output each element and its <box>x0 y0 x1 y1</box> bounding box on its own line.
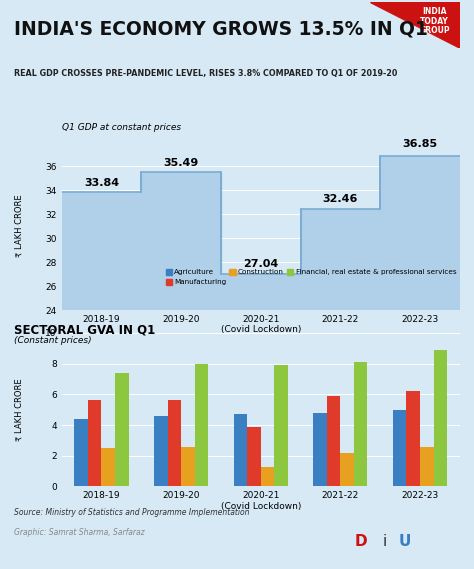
Bar <box>354 362 367 486</box>
Bar <box>195 364 208 486</box>
Bar <box>154 416 167 486</box>
Bar <box>313 413 327 486</box>
Text: Source: Ministry of Statistics and Programme Implementation: Source: Ministry of Statistics and Progr… <box>14 508 250 517</box>
Bar <box>74 419 88 486</box>
Text: REAL GDP CROSSES PRE-PANDEMIC LEVEL, RISES 3.8% COMPARED TO Q1 OF 2019-20: REAL GDP CROSSES PRE-PANDEMIC LEVEL, RIS… <box>14 69 398 79</box>
Bar <box>327 396 340 486</box>
Bar <box>340 453 354 486</box>
Bar <box>115 373 128 486</box>
Text: i: i <box>383 534 387 549</box>
Text: 32.46: 32.46 <box>323 195 358 204</box>
Bar <box>261 467 274 486</box>
Text: INDIA'S ECONOMY GROWS 13.5% IN Q1: INDIA'S ECONOMY GROWS 13.5% IN Q1 <box>14 20 428 39</box>
Text: Q1 GDP at constant prices: Q1 GDP at constant prices <box>62 123 181 132</box>
Text: 35.49: 35.49 <box>164 158 199 168</box>
Bar <box>434 350 447 486</box>
Bar <box>101 448 115 486</box>
Bar <box>406 391 420 486</box>
Bar <box>234 414 247 486</box>
Bar <box>247 427 261 486</box>
Text: 33.84: 33.84 <box>84 178 119 188</box>
Text: 36.85: 36.85 <box>402 139 438 149</box>
Text: INDIA: INDIA <box>422 7 447 17</box>
Text: 27.04: 27.04 <box>243 259 278 270</box>
Legend: Agriculture, Manufacturing, Construction, Financial, real estate & professional : Agriculture, Manufacturing, Construction… <box>165 269 456 286</box>
Bar <box>88 401 101 486</box>
Text: (Constant prices): (Constant prices) <box>14 336 92 345</box>
Text: TODAY: TODAY <box>420 17 449 26</box>
Text: SECTORAL GVA IN Q1: SECTORAL GVA IN Q1 <box>14 323 155 336</box>
Bar <box>181 447 195 486</box>
Text: U: U <box>398 534 411 549</box>
Polygon shape <box>62 156 460 310</box>
Text: D: D <box>355 534 368 549</box>
Text: Graphic: Samrat Sharma, Sarfaraz: Graphic: Samrat Sharma, Sarfaraz <box>14 528 145 537</box>
Bar <box>393 410 406 486</box>
Bar <box>420 447 434 486</box>
Y-axis label: ₹ LAKH CRORE: ₹ LAKH CRORE <box>15 378 24 441</box>
Bar <box>274 365 288 486</box>
Text: GROUP: GROUP <box>419 26 450 35</box>
Bar <box>167 401 181 486</box>
Y-axis label: ₹ LAKH CRORE: ₹ LAKH CRORE <box>15 195 24 258</box>
Polygon shape <box>370 2 460 48</box>
